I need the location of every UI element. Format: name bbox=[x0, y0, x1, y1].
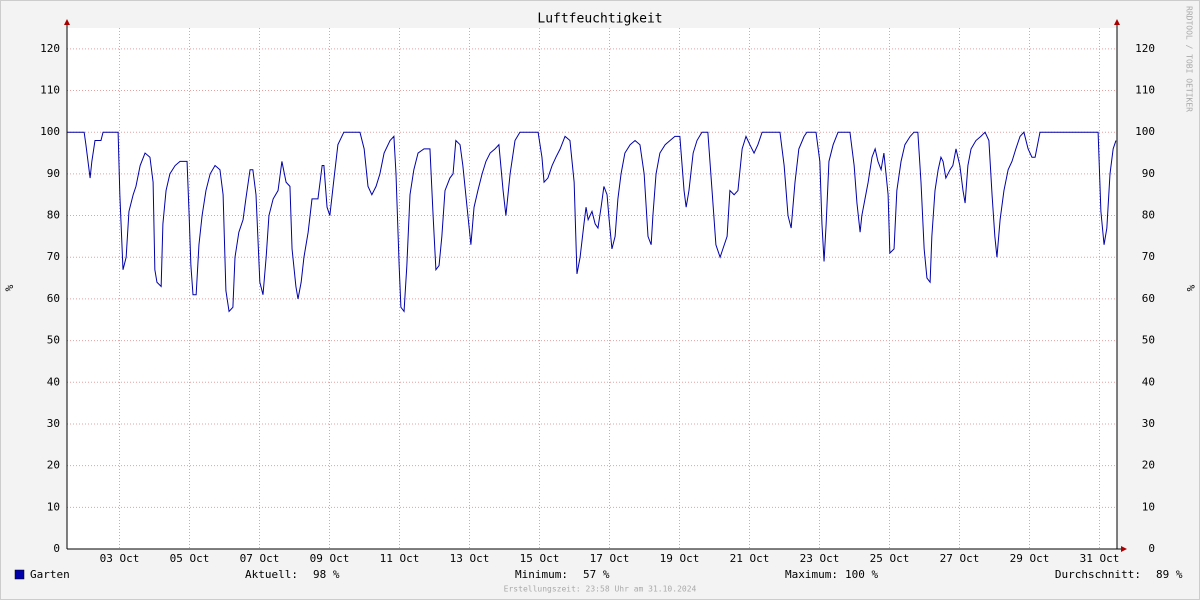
stat-label: Durchschnitt: bbox=[1055, 568, 1141, 581]
x-tick-label: 03 Oct bbox=[100, 552, 140, 565]
stat-value: 57 % bbox=[583, 568, 610, 581]
y-tick-label: 60 bbox=[47, 292, 60, 305]
stat-value: 89 % bbox=[1156, 568, 1183, 581]
y-tick-label: 90 bbox=[47, 167, 60, 180]
y2-tick-label: 110 bbox=[1135, 84, 1155, 97]
y-tick-label: 10 bbox=[47, 500, 60, 513]
stat-value: 98 % bbox=[313, 568, 340, 581]
chart-title: Luftfeuchtigkeit bbox=[537, 12, 662, 27]
arrow bbox=[1121, 546, 1127, 552]
y2-tick-label: 100 bbox=[1135, 125, 1155, 138]
y-axis-label: % bbox=[3, 284, 16, 291]
legend-label: Garten bbox=[30, 568, 70, 581]
y2-tick-label: 40 bbox=[1142, 375, 1155, 388]
y-tick-label: 120 bbox=[40, 42, 60, 55]
y2-tick-label: 20 bbox=[1142, 459, 1155, 472]
footer: Erstellungszeit: 23:58 Uhr am 31.10.2024 bbox=[504, 585, 697, 594]
y2-tick-label: 0 bbox=[1148, 542, 1155, 555]
y-tick-label: 110 bbox=[40, 84, 60, 97]
x-tick-label: 05 Oct bbox=[170, 552, 210, 565]
y-tick-label: 40 bbox=[47, 375, 60, 388]
x-tick-label: 21 Oct bbox=[730, 552, 770, 565]
x-tick-label: 15 Oct bbox=[520, 552, 560, 565]
x-tick-label: 09 Oct bbox=[310, 552, 350, 565]
data-line bbox=[67, 131, 1117, 313]
x-tick-label: 13 Oct bbox=[450, 552, 490, 565]
y2-tick-label: 50 bbox=[1142, 334, 1155, 347]
y-tick-label: 20 bbox=[47, 459, 60, 472]
y2-tick-label: 30 bbox=[1142, 417, 1155, 430]
x-tick-label: 23 Oct bbox=[800, 552, 840, 565]
x-tick-label: 19 Oct bbox=[660, 552, 700, 565]
x-tick-label: 31 Oct bbox=[1080, 552, 1120, 565]
plot-area bbox=[67, 28, 1117, 549]
arrow bbox=[1114, 19, 1120, 25]
y-tick-label: 50 bbox=[47, 334, 60, 347]
x-tick-label: 27 Oct bbox=[940, 552, 980, 565]
y-tick-label: 80 bbox=[47, 209, 60, 222]
y-tick-label: 30 bbox=[47, 417, 60, 430]
y2-tick-label: 120 bbox=[1135, 42, 1155, 55]
y2-tick-label: 80 bbox=[1142, 209, 1155, 222]
stat-label: Maximum: bbox=[785, 568, 838, 581]
watermark: RRDTOOL / TOBI OETIKER bbox=[1185, 6, 1194, 112]
y2-axis-label: % bbox=[1184, 285, 1197, 292]
y2-tick-label: 90 bbox=[1142, 167, 1155, 180]
legend-swatch bbox=[14, 569, 25, 580]
y-tick-label: 0 bbox=[53, 542, 60, 555]
stat-label: Minimum: bbox=[515, 568, 568, 581]
y2-tick-label: 60 bbox=[1142, 292, 1155, 305]
y-tick-label: 100 bbox=[40, 125, 60, 138]
arrow bbox=[64, 19, 70, 25]
x-tick-label: 17 Oct bbox=[590, 552, 630, 565]
stat-label: Aktuell: bbox=[245, 568, 298, 581]
y-tick-label: 70 bbox=[47, 250, 60, 263]
x-tick-label: 07 Oct bbox=[240, 552, 280, 565]
y2-tick-label: 10 bbox=[1142, 500, 1155, 513]
stat-value: 100 % bbox=[845, 568, 878, 581]
x-tick-label: 11 Oct bbox=[380, 552, 420, 565]
y2-tick-label: 70 bbox=[1142, 250, 1155, 263]
x-tick-label: 29 Oct bbox=[1010, 552, 1050, 565]
x-tick-label: 25 Oct bbox=[870, 552, 910, 565]
